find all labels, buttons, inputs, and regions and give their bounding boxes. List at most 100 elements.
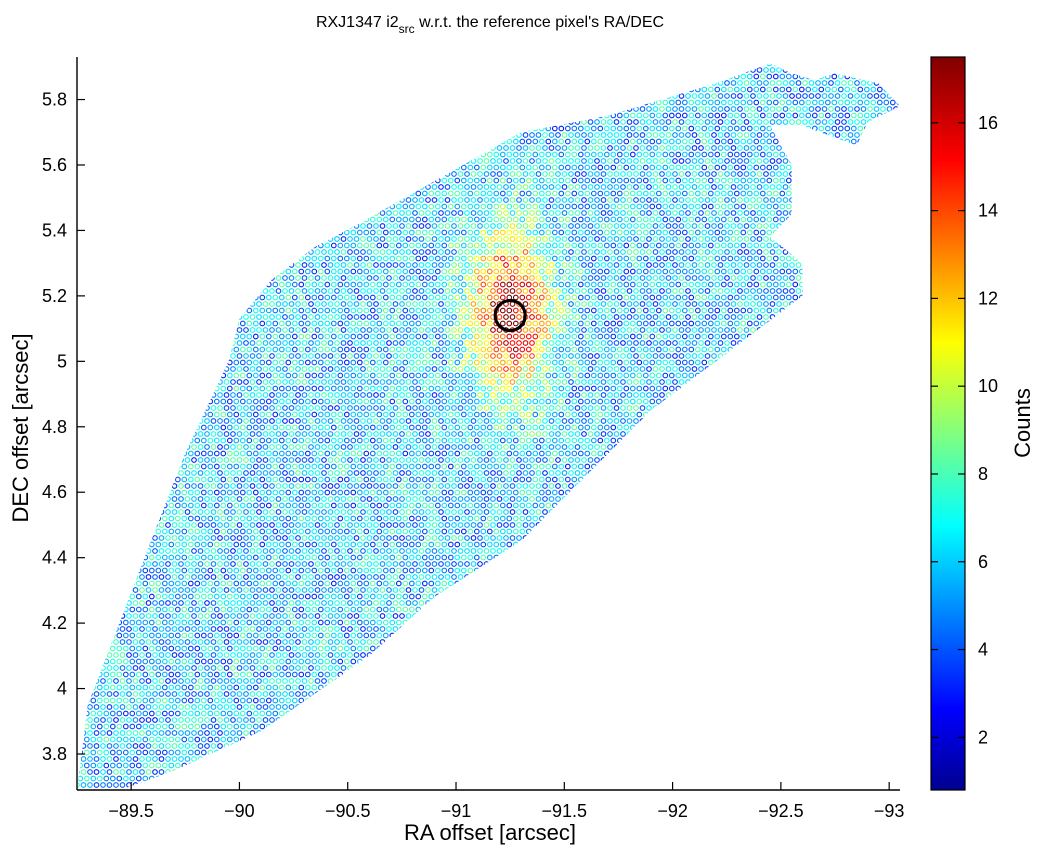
data-point xyxy=(470,197,477,203)
data-point xyxy=(542,275,548,281)
data-point xyxy=(704,184,711,190)
data-point xyxy=(880,301,886,307)
data-point xyxy=(334,210,340,216)
data-point xyxy=(600,184,607,190)
data-point xyxy=(265,190,272,197)
data-point xyxy=(659,145,665,151)
data-point xyxy=(418,93,425,99)
data-point xyxy=(327,145,334,151)
data-point xyxy=(870,190,877,197)
data-point xyxy=(782,93,789,99)
data-point xyxy=(769,197,776,203)
data-point xyxy=(685,145,691,151)
data-point xyxy=(603,86,610,93)
data-point xyxy=(480,177,487,184)
data-point xyxy=(399,275,405,281)
data-point xyxy=(278,255,285,262)
data-point xyxy=(699,55,704,60)
data-point xyxy=(304,281,311,288)
data-point xyxy=(308,288,314,294)
data-point xyxy=(194,112,201,119)
data-point xyxy=(805,216,812,223)
data-point xyxy=(568,184,574,190)
data-point xyxy=(335,55,340,60)
data-point xyxy=(337,125,344,132)
data-point xyxy=(769,67,776,73)
data-point xyxy=(441,99,448,106)
data-point xyxy=(727,268,734,275)
data-point xyxy=(590,203,597,210)
data-point xyxy=(444,301,451,307)
data-point xyxy=(350,86,357,93)
data-point xyxy=(272,73,279,80)
data-point xyxy=(519,86,526,93)
data-point xyxy=(288,275,295,281)
data-point xyxy=(613,249,620,255)
data-point xyxy=(828,236,834,242)
data-point xyxy=(889,138,896,145)
data-point xyxy=(620,236,626,242)
data-point xyxy=(733,190,740,197)
data-point xyxy=(571,268,578,275)
data-point xyxy=(168,190,175,197)
data-point xyxy=(308,236,314,242)
data-point xyxy=(803,55,808,60)
data-point xyxy=(678,158,685,164)
data-point xyxy=(535,80,542,86)
data-point xyxy=(304,73,311,80)
data-point xyxy=(252,151,259,158)
data-point xyxy=(350,255,357,262)
data-point xyxy=(538,73,545,80)
data-point xyxy=(126,236,132,242)
data-point xyxy=(168,99,175,106)
data-point xyxy=(314,80,321,86)
data-point xyxy=(93,145,100,151)
data-point xyxy=(194,73,201,80)
data-point xyxy=(499,138,506,145)
data-point xyxy=(324,86,331,93)
data-point xyxy=(405,210,412,216)
data-point xyxy=(298,203,305,210)
data-point xyxy=(727,177,734,184)
data-point xyxy=(707,216,714,223)
data-point xyxy=(587,275,594,281)
data-point xyxy=(883,281,890,288)
data-point xyxy=(504,55,509,60)
data-point xyxy=(594,249,600,255)
data-point xyxy=(116,63,123,67)
data-point xyxy=(867,223,873,229)
data-point xyxy=(350,63,357,67)
data-point xyxy=(83,138,90,145)
data-point xyxy=(233,86,240,93)
data-point xyxy=(412,197,418,203)
data-point xyxy=(720,281,727,288)
data-point xyxy=(600,67,607,73)
data-point xyxy=(210,210,217,216)
data-point xyxy=(594,67,600,73)
data-point xyxy=(626,210,633,216)
data-point xyxy=(727,125,734,132)
data-point xyxy=(233,307,240,314)
data-point xyxy=(691,288,698,294)
data-point xyxy=(213,294,220,301)
data-point xyxy=(844,294,851,301)
data-point xyxy=(412,158,418,164)
data-point xyxy=(811,112,818,119)
data-point xyxy=(275,223,282,229)
data-point xyxy=(343,138,350,145)
data-point xyxy=(854,184,860,190)
data-point xyxy=(256,145,262,151)
data-point xyxy=(506,138,513,145)
data-point xyxy=(431,210,438,216)
data-point xyxy=(883,112,890,119)
data-point xyxy=(337,307,344,314)
data-point xyxy=(850,242,857,249)
data-point xyxy=(470,67,477,73)
data-point xyxy=(857,281,864,288)
data-point xyxy=(805,63,812,67)
data-point xyxy=(675,255,682,262)
data-point xyxy=(217,184,223,190)
data-point xyxy=(847,223,854,229)
data-point xyxy=(252,294,259,301)
data-point xyxy=(535,288,542,294)
